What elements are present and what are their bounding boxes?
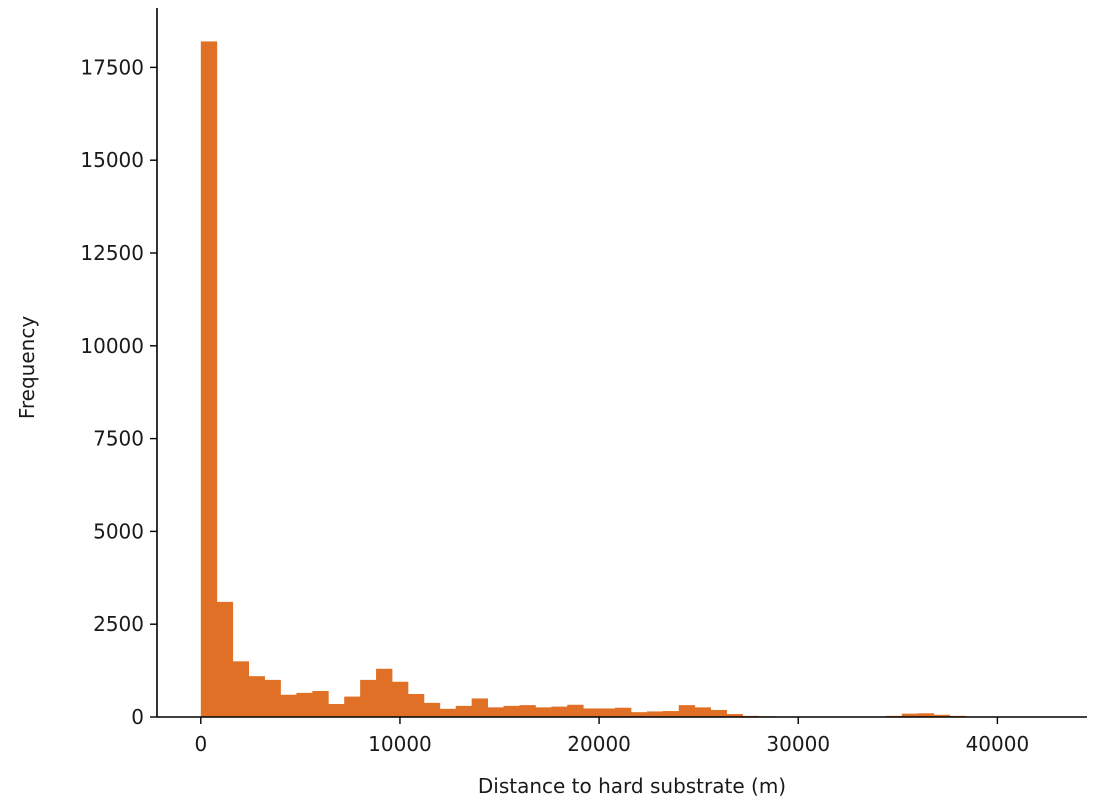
histogram-bar xyxy=(391,681,409,717)
y-tick-label: 10000 xyxy=(80,334,144,358)
y-tick-label: 7500 xyxy=(93,427,144,451)
histogram-bar xyxy=(455,705,473,717)
x-tick-label: 10000 xyxy=(368,732,432,756)
y-tick-label: 0 xyxy=(131,705,144,729)
x-tick-label: 0 xyxy=(194,732,207,756)
x-axis-label: Distance to hard substrate (m) xyxy=(478,774,786,798)
histogram-bar xyxy=(726,714,743,717)
histogram-bar xyxy=(264,679,281,717)
histogram-bar xyxy=(567,704,584,717)
y-tick-label: 12500 xyxy=(80,241,144,265)
histogram-bars xyxy=(200,41,966,717)
y-tick-label: 15000 xyxy=(80,148,144,172)
histogram-bar xyxy=(376,668,393,717)
x-tick-label: 40000 xyxy=(966,732,1030,756)
histogram-bar xyxy=(503,705,520,717)
histogram-bar xyxy=(551,706,568,717)
axes xyxy=(156,8,1087,718)
x-tick-label: 30000 xyxy=(766,732,830,756)
y-tick-label: 2500 xyxy=(93,612,144,636)
histogram-bar xyxy=(312,691,329,717)
histogram-bar xyxy=(933,714,950,717)
histogram-bar xyxy=(710,709,727,717)
histogram-bar xyxy=(232,661,250,717)
histogram-bar xyxy=(328,704,345,717)
y-tick-label: 17500 xyxy=(80,55,144,79)
histogram-bar xyxy=(280,694,297,717)
histogram-bar xyxy=(519,705,536,717)
histogram-bar xyxy=(360,679,377,717)
histogram-bar xyxy=(344,696,361,717)
histogram-bar xyxy=(917,713,935,717)
histogram-bar xyxy=(423,702,441,717)
histogram-bar xyxy=(471,698,488,717)
histogram-bar xyxy=(678,705,696,717)
histogram-bar xyxy=(615,707,632,717)
histogram-bar xyxy=(662,711,680,717)
histogram-bar xyxy=(535,707,552,717)
histogram-bar xyxy=(248,676,265,717)
histogram-bar xyxy=(901,713,919,717)
y-axis-ticks: 0 2500 5000 7500 10000 12500 15000 17500 xyxy=(80,55,157,729)
histogram-bar xyxy=(407,693,425,717)
histogram-bar xyxy=(487,707,504,717)
histogram-bar xyxy=(439,708,457,717)
x-axis-ticks: 0 10000 20000 30000 40000 xyxy=(194,717,1029,756)
histogram-bar xyxy=(216,601,234,717)
histogram-bar xyxy=(694,707,712,717)
histogram-bar xyxy=(583,708,600,717)
y-axis-label: Frequency xyxy=(15,316,39,419)
x-tick-label: 20000 xyxy=(567,732,631,756)
histogram-bar xyxy=(200,41,218,717)
histogram-bar xyxy=(296,692,313,717)
y-tick-label: 5000 xyxy=(93,519,144,543)
histogram-bar xyxy=(599,708,616,717)
histogram-bar xyxy=(646,711,664,717)
histogram-bar xyxy=(630,712,648,717)
